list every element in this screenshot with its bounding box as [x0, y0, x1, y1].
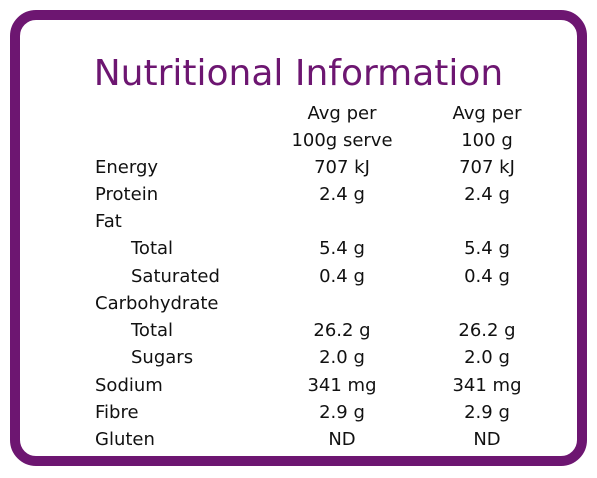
- panel-title: Nutritional Information: [93, 53, 504, 94]
- row-value-col2: 26.2 g: [458, 320, 516, 341]
- table-row-fat-total: Total 5.4 g 5.4 g: [20, 235, 577, 262]
- row-value-col1: 2.9 g: [319, 402, 365, 423]
- table-row-carb-sugars: Sugars 2.0 g 2.0 g: [20, 344, 577, 371]
- row-value-col1: 341 mg: [307, 375, 377, 396]
- row-value-col2: ND: [473, 429, 501, 450]
- row-label: Fibre: [95, 402, 139, 423]
- table-row-fibre: Fibre 2.9 g 2.9 g: [20, 399, 577, 426]
- table-row-protein: Protein 2.4 g 2.4 g: [20, 181, 577, 208]
- row-label: Total: [131, 238, 174, 259]
- row-value-col1: 5.4 g: [319, 238, 365, 259]
- row-value-col2: 707 kJ: [459, 157, 515, 178]
- table-row-energy: Energy 707 kJ 707 kJ: [20, 154, 577, 181]
- table-row-carb-total: Total 26.2 g 26.2 g: [20, 317, 577, 344]
- row-value-col1: 707 kJ: [314, 157, 370, 178]
- row-label: Fat: [95, 211, 122, 232]
- row-value-col1: 2.4 g: [319, 184, 365, 205]
- row-label: Energy: [95, 157, 159, 178]
- table-row-fat: Fat: [20, 208, 577, 235]
- header-col1-line2: 100g serve: [291, 130, 393, 151]
- row-value-col2: 2.9 g: [464, 402, 510, 423]
- row-value-col2: 0.4 g: [464, 266, 510, 287]
- row-label: Total: [131, 320, 174, 341]
- row-value-col1: 26.2 g: [313, 320, 371, 341]
- row-value-col2: 341 mg: [452, 375, 522, 396]
- row-value-col1: ND: [328, 429, 356, 450]
- header-row-1: Avg per Avg per: [20, 100, 577, 127]
- nutrition-panel: Nutritional Information Avg per Avg per …: [10, 10, 587, 466]
- table-row-sodium: Sodium 341 mg 341 mg: [20, 372, 577, 399]
- row-label: Gluten: [95, 429, 155, 450]
- row-label: Sugars: [131, 347, 194, 368]
- header-col2-line2: 100 g: [461, 130, 513, 151]
- table-row-carbohydrate: Carbohydrate: [20, 290, 577, 317]
- table-row-fat-saturated: Saturated 0.4 g 0.4 g: [20, 263, 577, 290]
- row-label: Saturated: [131, 266, 220, 287]
- header-col2-line1: Avg per: [452, 103, 522, 124]
- table-row-gluten: Gluten ND ND: [20, 426, 577, 453]
- row-label: Sodium: [95, 375, 163, 396]
- header-col1-line1: Avg per: [307, 103, 377, 124]
- row-value-col2: 2.0 g: [464, 347, 510, 368]
- row-value-col1: 0.4 g: [319, 266, 365, 287]
- row-value-col2: 5.4 g: [464, 238, 510, 259]
- header-row-2: 100g serve 100 g: [20, 127, 577, 154]
- row-label: Protein: [95, 184, 159, 205]
- row-value-col1: 2.0 g: [319, 347, 365, 368]
- row-value-col2: 2.4 g: [464, 184, 510, 205]
- row-label: Carbohydrate: [95, 293, 219, 314]
